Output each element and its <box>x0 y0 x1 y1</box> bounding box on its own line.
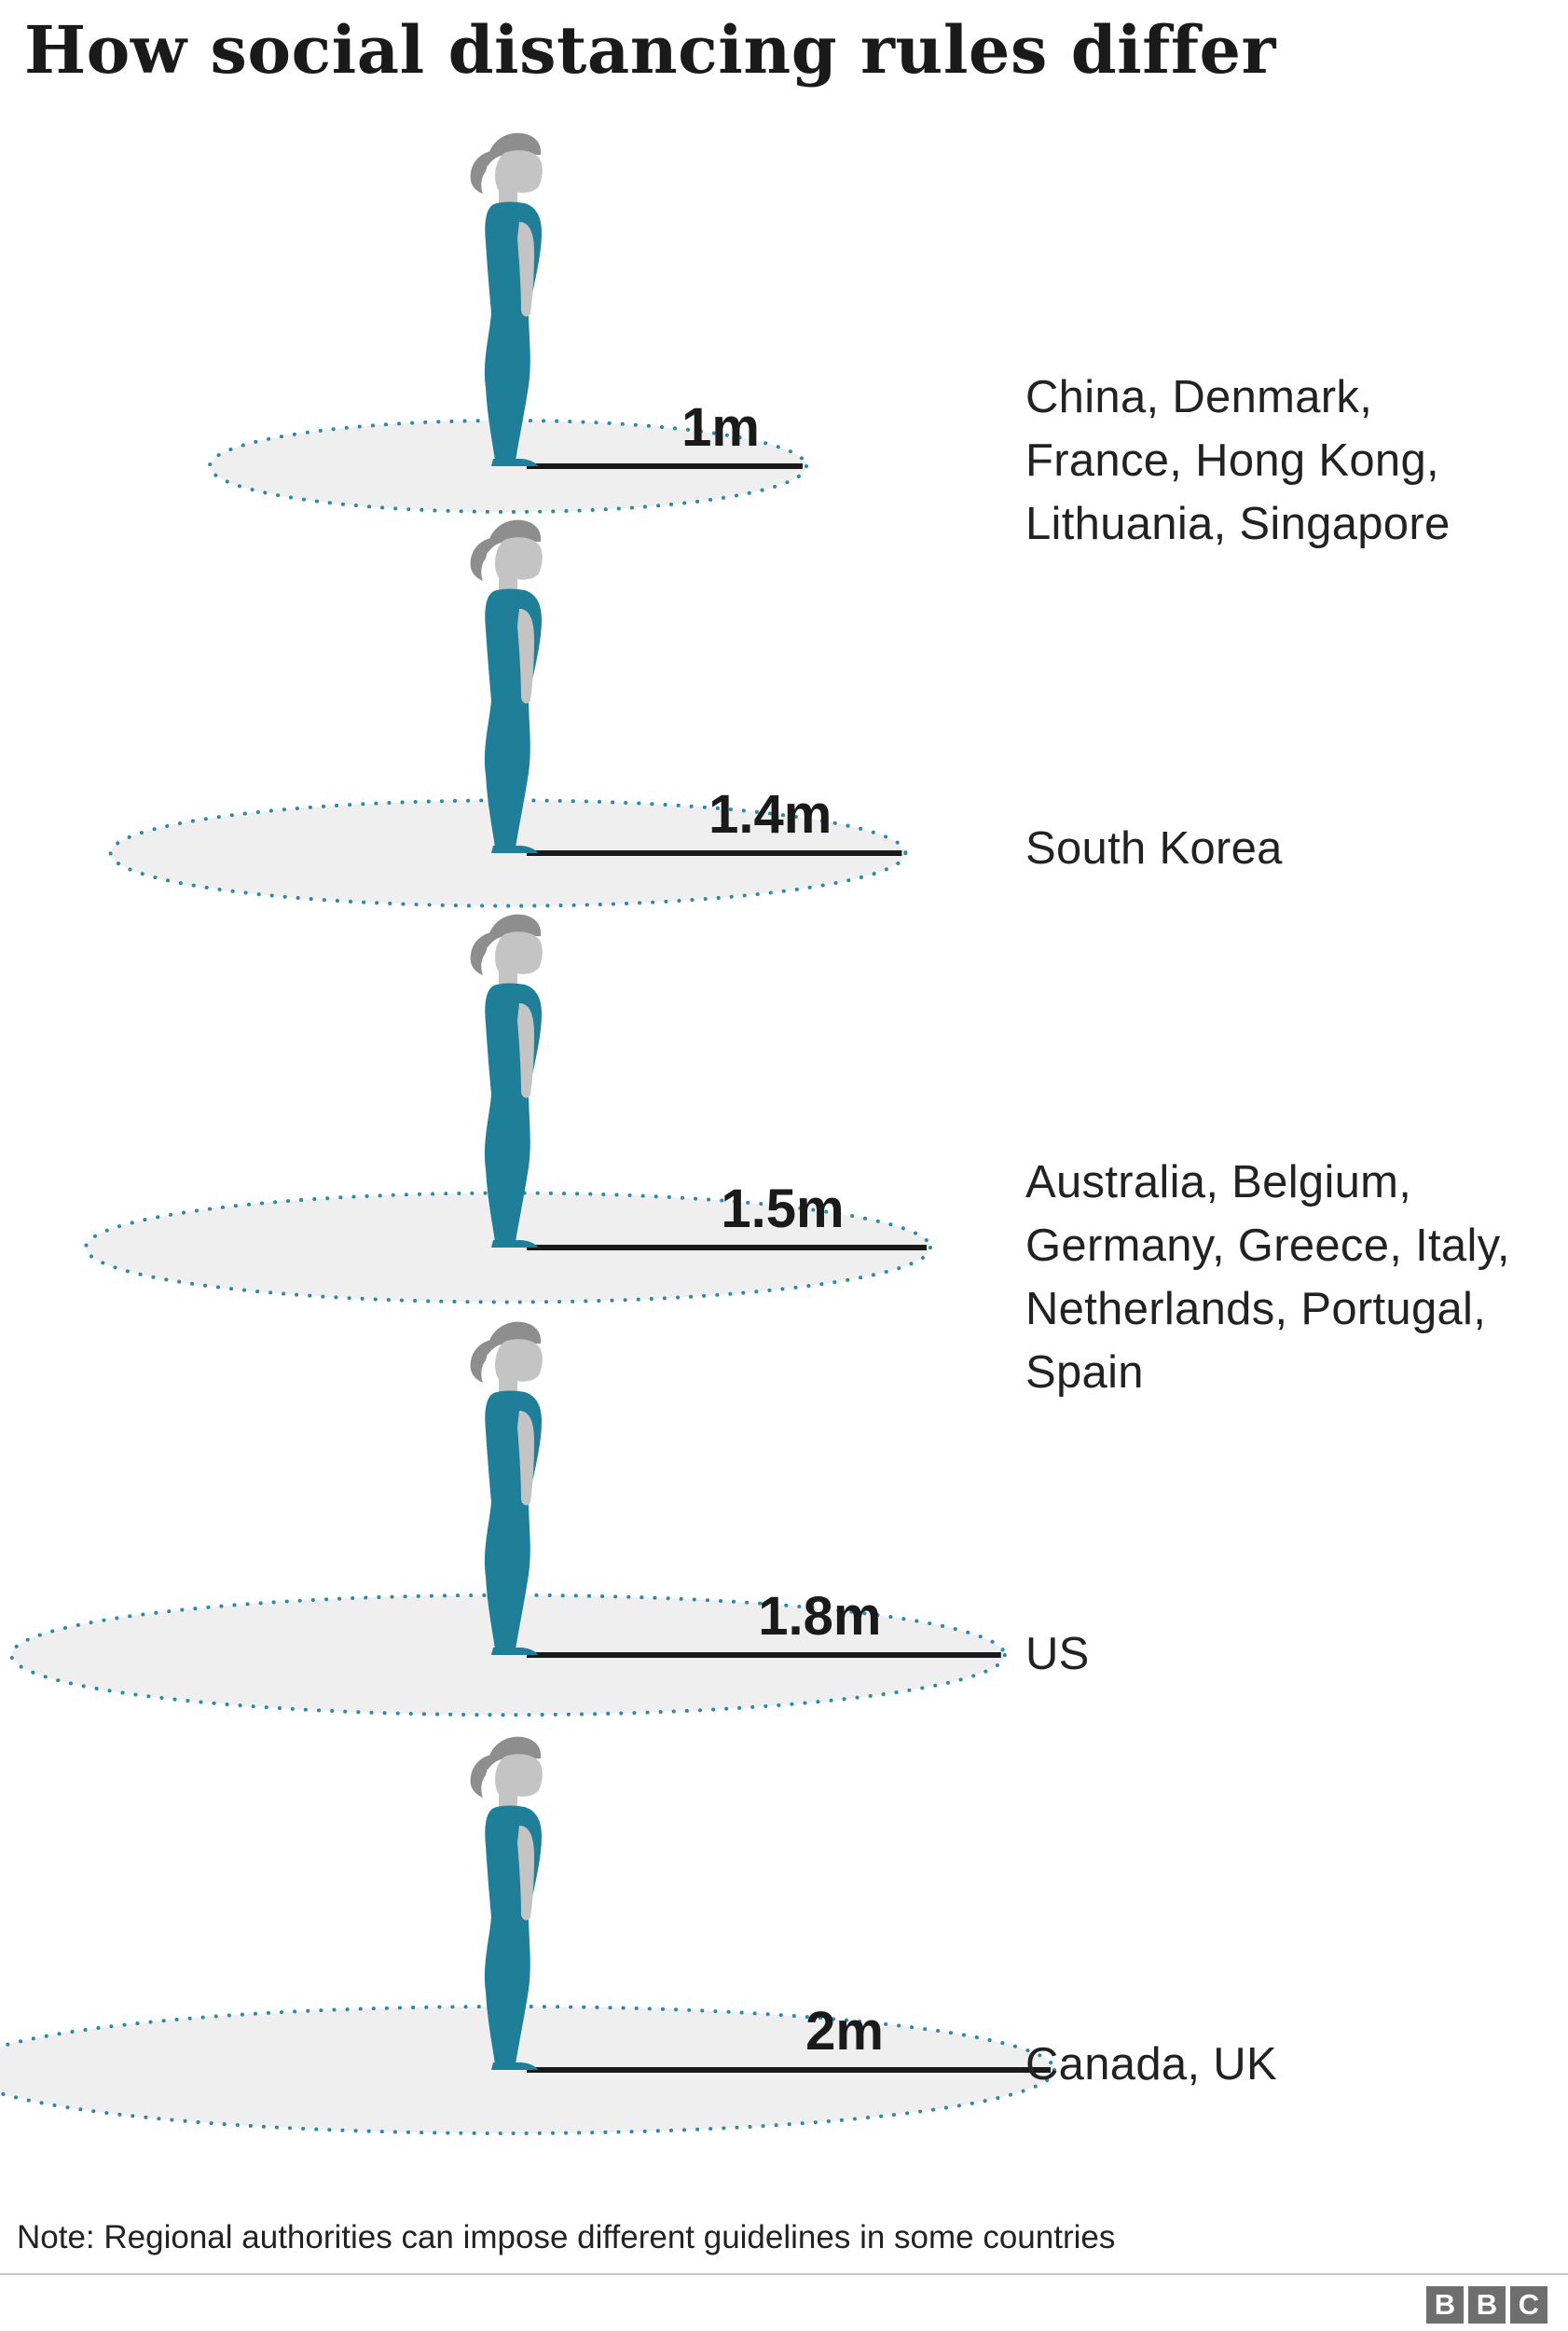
country-line: Canada, UK <box>1025 2039 1277 2090</box>
distance-label: 1m <box>681 397 760 458</box>
distance-label: 2m <box>805 2001 884 2062</box>
country-line: Germany, Greece, Italy, <box>1025 1221 1510 1271</box>
country-line: Netherlands, Portugal, <box>1025 1284 1487 1334</box>
standing-person-icon <box>470 132 543 466</box>
country-list-2m: Canada, UK <box>1025 2033 1277 2096</box>
country-list-1-8m: US <box>1025 1622 1090 1686</box>
distance-row-1-5m: 1.5m <box>84 914 932 1304</box>
country-line: Australia, Belgium, <box>1025 1157 1412 1207</box>
distance-circle <box>9 1593 1007 1717</box>
country-list-1-5m: Australia, Belgium, Germany, Greece, Ita… <box>1025 1151 1510 1404</box>
distance-circle <box>208 419 808 514</box>
distance-label: 1.4m <box>708 784 832 845</box>
country-line: South Korea <box>1025 823 1283 874</box>
distance-row-1m: 1m <box>208 132 808 514</box>
country-line: Spain <box>1025 1347 1144 1398</box>
logo-letter: C <box>1510 2286 1547 2324</box>
country-line: China, Denmark, <box>1025 372 1373 422</box>
logo-letter: B <box>1468 2286 1506 2324</box>
bbc-logo: B B C <box>1426 2286 1547 2324</box>
distance-row-1-8m: 1.8m <box>9 1321 1007 1717</box>
distance-label: 1.5m <box>721 1179 844 1239</box>
country-list-1m: China, Denmark, France, Hong Kong, Lithu… <box>1025 366 1451 556</box>
country-line: France, Hong Kong, <box>1025 435 1439 486</box>
country-line: Lithuania, Singapore <box>1025 499 1451 549</box>
page-title: How social distancing rules differ <box>24 11 1276 89</box>
distance-row-1-4m: 1.4m <box>108 519 908 908</box>
distance-illustration: 1m 1.4m 1.5m 1.8m 2m <box>0 132 1056 2135</box>
footer-divider <box>0 2273 1568 2275</box>
distance-label: 1.8m <box>758 1586 881 1647</box>
distance-row-2m: 2m <box>0 1736 1056 2135</box>
footnote: Note: Regional authorities can impose di… <box>17 2219 1116 2255</box>
country-list-1-4m: South Korea <box>1025 817 1283 880</box>
distance-circle <box>84 1191 932 1304</box>
logo-letter: B <box>1426 2286 1464 2324</box>
country-line: US <box>1025 1629 1090 1679</box>
